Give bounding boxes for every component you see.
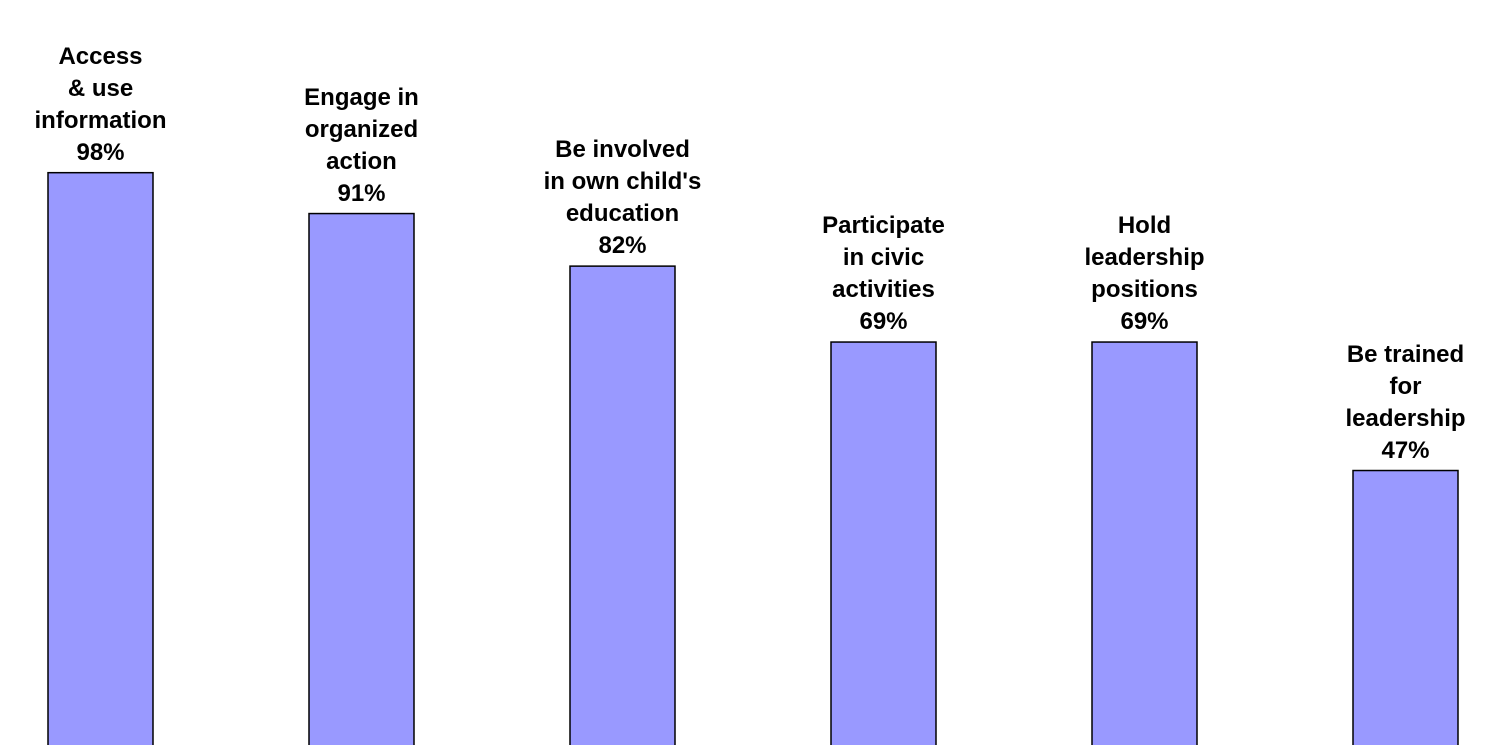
bar <box>830 341 937 745</box>
bar-label: Participate in civic activities 69% <box>774 210 994 338</box>
bar <box>47 171 154 745</box>
category-label: Hold leadership positions <box>1084 212 1205 304</box>
bar-label: Access & use information 98% <box>0 41 211 169</box>
value-label: 91% <box>337 179 386 207</box>
value-label: 98% <box>76 138 125 166</box>
category-label: Be trained for leadership <box>1345 340 1466 432</box>
value-label: 47% <box>1381 436 1430 464</box>
bar <box>1352 469 1459 745</box>
value-label: 69% <box>1120 308 1169 336</box>
category-label: Access & use information <box>34 42 167 134</box>
bar-label: Engage in organized action 91% <box>252 82 472 210</box>
bar-label: Hold leadership positions 69% <box>1035 210 1255 338</box>
bar-label: Be trained for leadership 47% <box>1296 339 1486 467</box>
category-label: Engage in organized action <box>304 83 419 175</box>
value-label: 69% <box>859 308 908 336</box>
category-label: Be involved in own child's education <box>543 136 702 228</box>
bar <box>308 212 415 745</box>
bar-label: Be involved in own child's education 82% <box>513 134 733 262</box>
bar <box>569 265 676 745</box>
bar <box>1091 341 1198 745</box>
value-label: 82% <box>598 232 647 260</box>
category-label: Participate in civic activities <box>822 212 945 304</box>
